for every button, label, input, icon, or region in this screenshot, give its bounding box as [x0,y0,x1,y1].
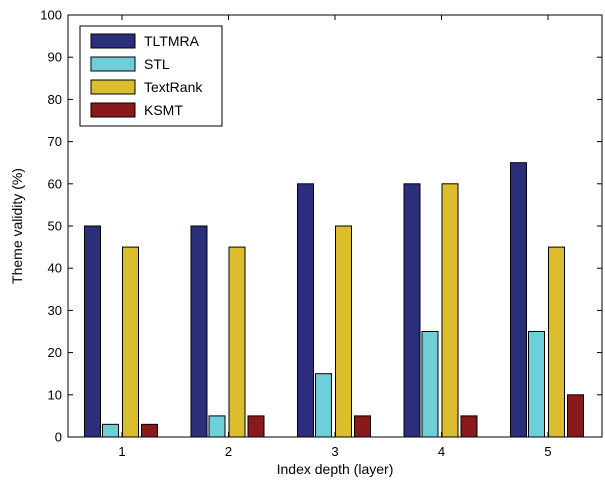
y-tick-label: 20 [48,345,62,360]
bar-stl-1 [102,423,119,438]
x-tick-label: 2 [225,444,232,459]
y-tick-label: 80 [48,92,62,107]
bar-textrank-3 [335,225,352,438]
bar-stl-3 [315,373,332,438]
bar-ksmt-5 [567,394,584,438]
x-tick-label: 1 [118,444,125,459]
bar-stl-2 [208,415,226,438]
x-axis-label: Index depth (layer) [277,461,394,477]
bar-textrank-2 [228,246,246,438]
bar-ksmt-4 [460,415,478,438]
bar-textrank-4 [441,183,459,438]
y-tick-label: 100 [40,8,62,23]
legend-label-ksmt: KSMT [144,102,183,118]
bars-group [84,162,584,438]
y-tick-label: 50 [48,219,62,234]
legend-swatch-tltmra [90,33,136,49]
bar-tltmra-2 [190,225,208,438]
y-tick-label: 40 [48,261,62,276]
x-tick-label: 3 [331,444,338,459]
legend: TLTMRA STL TextRank KSMT [79,25,223,127]
y-tick-label: 0 [55,430,62,445]
legend-label-textrank: TextRank [144,79,203,95]
legend-swatch-textrank [90,79,136,95]
legend-label-stl: STL [144,56,170,72]
y-tick-label: 30 [48,303,62,318]
y-tick-label: 10 [48,387,62,402]
bar-tltmra-5 [510,162,527,438]
legend-swatch-stl [90,56,136,72]
bar-stl-4 [421,331,439,438]
bar-textrank-5 [548,246,565,438]
bar-ksmt-3 [354,415,371,438]
y-axis-label: Theme validity (%) [9,168,25,284]
y-tick-label: 90 [48,50,62,65]
bar-stl-5 [528,331,545,438]
bar-tltmra-3 [297,183,314,438]
bar-textrank-1 [122,246,139,438]
legend-swatch-ksmt [90,102,136,118]
legend-label-tltmra: TLTMRA [144,33,200,49]
bar-tltmra-4 [403,183,421,438]
x-tick-label: 4 [438,444,445,459]
y-tick-label: 70 [48,134,62,149]
y-axis: 0 10 20 30 40 50 60 70 80 90 100 [40,8,602,445]
x-tick-label: 5 [544,444,551,459]
x-axis: 1 2 3 4 5 [118,15,552,459]
y-tick-label: 60 [48,176,62,191]
bar-ksmt-1 [141,423,158,438]
bar-ksmt-2 [247,415,265,438]
bar-tltmra-1 [84,225,101,438]
